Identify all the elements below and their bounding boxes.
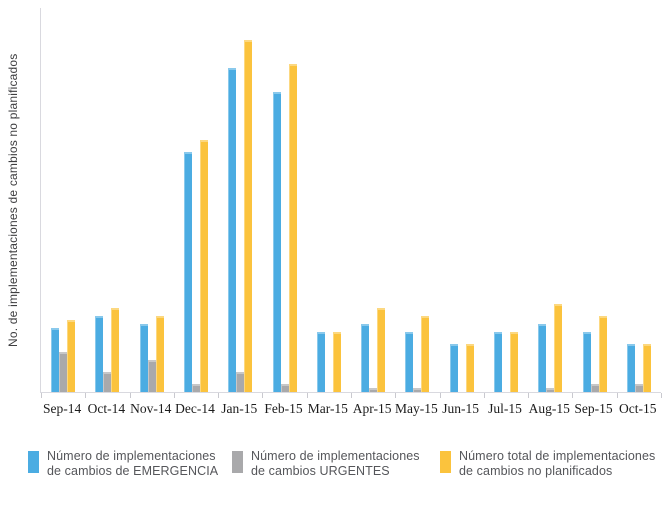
- bar-total: [377, 308, 386, 392]
- legend: Número de implementaciones de cambios de…: [0, 449, 667, 493]
- bar-group: [440, 8, 484, 392]
- legend-label-urgentes: Número de implementaciones de cambios UR…: [251, 449, 420, 478]
- x-axis-label: Jun-15: [442, 401, 480, 416]
- bar-group: [351, 8, 395, 392]
- bar-group: [484, 8, 528, 392]
- bar-total: [67, 320, 76, 392]
- x-axis-tick: [129, 393, 131, 398]
- x-axis-label: Dec-14: [175, 401, 215, 416]
- x-axis-labels: Sep-14 Oct-14 Nov-14 Dec-14 Jan-15 Feb-15 Mar-…: [40, 401, 660, 417]
- bar-group: [307, 8, 351, 392]
- bar-urgentes: [191, 384, 200, 392]
- legend-label-emergencia: Número de implementaciones de cambios de…: [47, 449, 219, 478]
- bar-total: [642, 344, 651, 392]
- bar-total: [598, 316, 607, 392]
- bar-emergencia: [405, 332, 414, 392]
- bar-group: [617, 8, 661, 392]
- x-axis-label: May-15: [395, 401, 438, 416]
- legend-swatch-urgentes-icon: [232, 451, 243, 473]
- bar-total: [155, 316, 164, 392]
- legend-swatch-total-icon: [440, 451, 451, 473]
- bar-urgentes: [147, 360, 156, 392]
- bar-group: [395, 8, 439, 392]
- x-axis-tick: [218, 393, 220, 398]
- x-axis-label: Apr-15: [352, 401, 392, 416]
- x-axis-label: Mar-15: [307, 401, 348, 416]
- bar-group: [572, 8, 616, 392]
- x-axis-tick: [262, 393, 264, 398]
- bar-emergencia: [361, 324, 370, 392]
- x-axis-label: Oct-14: [87, 401, 126, 416]
- bar-urgentes: [413, 388, 422, 392]
- x-axis-tick: [41, 393, 42, 398]
- bar-total: [554, 304, 563, 392]
- x-axis-tick: [306, 393, 308, 398]
- x-axis-tick: [439, 393, 441, 398]
- bar-total: [465, 344, 474, 392]
- x-axis-label: Nov-14: [130, 401, 172, 416]
- x-axis-label: Oct-15: [619, 401, 657, 416]
- bar-total: [244, 40, 253, 392]
- bar-group: [262, 8, 306, 392]
- x-axis-tick: [351, 393, 352, 398]
- x-axis-tick: [173, 393, 175, 398]
- legend-item-urgentes: Número de implementaciones de cambios UR…: [232, 449, 420, 479]
- legend-item-total: Número total de implementaciones de camb…: [440, 449, 655, 479]
- bar-total: [199, 140, 208, 392]
- bar-urgentes: [546, 388, 555, 392]
- bar-emergencia: [449, 344, 458, 392]
- bar-total: [111, 308, 120, 392]
- bar-emergencia: [95, 316, 104, 392]
- x-axis-label: Jul-15: [488, 401, 522, 416]
- bar-group: [85, 8, 129, 392]
- x-axis-tick: [395, 393, 397, 398]
- x-axis-label: Sep-15: [574, 401, 613, 416]
- x-axis-tick: [661, 393, 662, 398]
- bar-emergencia: [51, 328, 60, 392]
- legend-item-emergencia: Número de implementaciones de cambios de…: [28, 449, 218, 479]
- y-axis-label: No. de implementaciones de cambios no pl…: [6, 53, 20, 347]
- bar-emergencia: [626, 344, 635, 392]
- bar-emergencia: [316, 332, 325, 392]
- bar-urgentes: [634, 384, 643, 392]
- x-axis-label: Jan-15: [221, 401, 258, 416]
- bar-group: [130, 8, 174, 392]
- bar-urgentes: [590, 384, 599, 392]
- x-axis-tick: [528, 393, 530, 398]
- x-axis-tick: [616, 393, 618, 398]
- bar-total: [332, 332, 341, 392]
- bar-emergencia: [272, 92, 281, 392]
- bar-group: [41, 8, 85, 392]
- x-axis-label: Feb-15: [264, 401, 303, 416]
- bar-emergencia: [493, 332, 502, 392]
- bar-urgentes: [369, 388, 378, 392]
- bar-group: [218, 8, 262, 392]
- bar-emergencia: [139, 324, 148, 392]
- x-axis-tick: [85, 393, 87, 398]
- x-axis-label: Sep-14: [43, 401, 82, 416]
- plot-area: [40, 8, 662, 398]
- bar-total: [421, 316, 430, 392]
- bar-emergencia: [228, 68, 237, 392]
- bar-total: [288, 64, 297, 392]
- bar-emergencia: [538, 324, 547, 392]
- bar-urgentes: [236, 372, 245, 392]
- x-axis-tick: [483, 393, 485, 398]
- bar-group: [528, 8, 572, 392]
- bar-group: [174, 8, 218, 392]
- legend-swatch-emergencia-icon: [28, 451, 39, 473]
- bar-urgentes: [280, 384, 289, 392]
- x-axis-label: Aug-15: [528, 401, 570, 416]
- x-axis-tick: [572, 393, 574, 398]
- legend-label-total: Número total de implementaciones de camb…: [459, 449, 656, 478]
- bar-emergencia: [183, 152, 192, 392]
- bar-emergencia: [582, 332, 591, 392]
- bar-total: [509, 332, 518, 392]
- bar-urgentes: [103, 372, 112, 392]
- bar-urgentes: [59, 352, 68, 392]
